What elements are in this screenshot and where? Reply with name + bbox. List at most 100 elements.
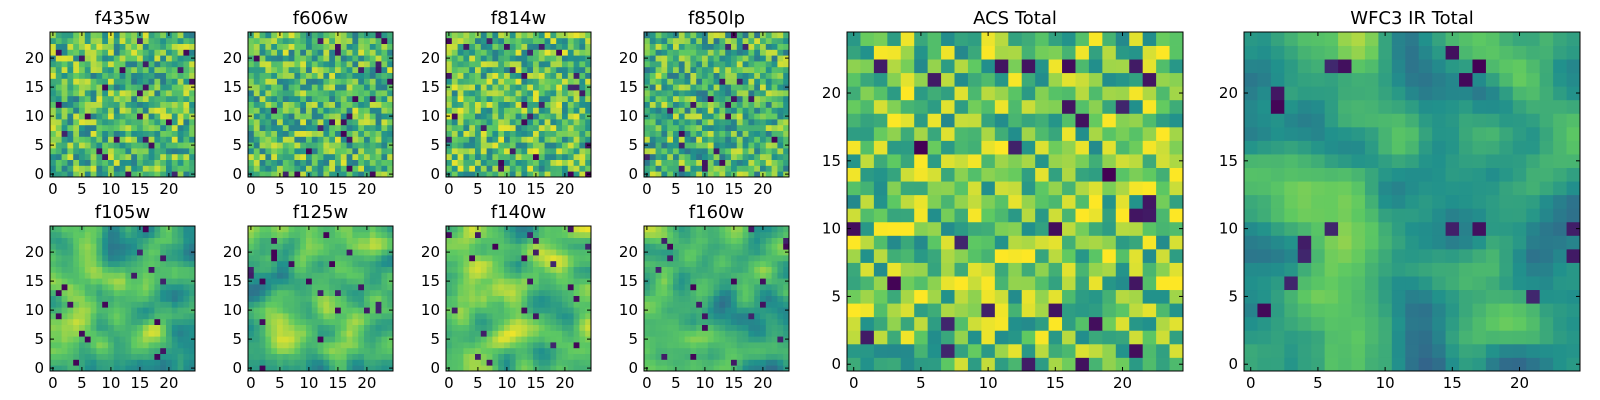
heatmap-cell [463, 226, 470, 233]
heatmap-cell [457, 301, 464, 308]
heatmap-cell [498, 249, 505, 256]
heatmap-cell [148, 260, 155, 267]
heatmap-cell [667, 289, 674, 296]
heatmap-cell [306, 130, 313, 137]
heatmap-cell [690, 49, 697, 56]
heatmap-cell [457, 318, 464, 325]
heatmap-cell [527, 318, 534, 325]
heatmap-cell [142, 347, 149, 354]
heatmap-cell [183, 37, 190, 44]
heatmap-cell [492, 107, 499, 114]
heatmap-cell [335, 324, 342, 331]
heatmap-cell [61, 353, 68, 360]
heatmap-cell [61, 142, 68, 149]
heatmap-cell [189, 231, 196, 238]
heatmap-cell [265, 66, 272, 73]
heatmap-cell [177, 136, 184, 143]
heatmap-cell [50, 284, 57, 291]
heatmap-cell [288, 72, 295, 79]
heatmap-cell [690, 148, 697, 155]
heatmap-cell [550, 295, 557, 302]
heatmap-cell [160, 313, 167, 320]
heatmap-cell [544, 284, 551, 291]
heatmap-cell [469, 171, 476, 178]
heatmap-cell [73, 272, 80, 279]
heatmap-cell [248, 330, 255, 337]
heatmap-cell [760, 342, 767, 349]
heatmap-cell [509, 359, 516, 366]
heatmap-cell [446, 289, 453, 296]
heatmap-cell [137, 318, 144, 325]
heatmap-cell [294, 49, 301, 56]
heatmap-cell [282, 359, 289, 366]
heatmap-cell [649, 171, 656, 178]
heatmap-cell [649, 342, 656, 349]
heatmap-cell [754, 136, 761, 143]
heatmap-cell [96, 32, 103, 39]
heatmap-cell [142, 307, 149, 314]
heatmap-cell [579, 55, 586, 62]
heatmap-cell [469, 243, 476, 250]
heatmap-cell [183, 148, 190, 155]
heatmap-cell [113, 72, 120, 79]
heatmap-cell [521, 55, 528, 62]
heatmap-cell [713, 324, 720, 331]
heatmap-cell [288, 295, 295, 302]
heatmap-cell [67, 336, 74, 343]
heatmap-cell [673, 113, 680, 120]
heatmap-cell [375, 289, 382, 296]
y-tick-label: 0 [430, 165, 440, 183]
heatmap-cell [527, 32, 534, 39]
heatmap-cell [521, 148, 528, 155]
heatmap-cell [346, 272, 353, 279]
heatmap-cell [475, 90, 482, 97]
heatmap-cell [84, 255, 91, 262]
heatmap-cell [381, 301, 388, 308]
heatmap-cell [131, 359, 138, 366]
heatmap-cell [457, 342, 464, 349]
heatmap-cell [271, 90, 278, 97]
heatmap-cell [67, 272, 74, 279]
heatmap-cell [649, 295, 656, 302]
heatmap-cell [265, 142, 272, 149]
heatmap-cell [329, 171, 336, 178]
heatmap-cell [108, 124, 115, 131]
heatmap-cell [486, 330, 493, 337]
heatmap-cell [90, 153, 97, 160]
heatmap-cell [61, 336, 68, 343]
heatmap-cell [271, 295, 278, 302]
heatmap-cell [527, 301, 534, 308]
heatmap-cell [544, 153, 551, 160]
heatmap-cell [684, 301, 691, 308]
heatmap-cell [346, 130, 353, 137]
heatmap-cell [544, 359, 551, 366]
heatmap-cell [678, 61, 685, 68]
heatmap-cell [760, 101, 767, 108]
heatmap-cell [154, 142, 161, 149]
heatmap-cell [358, 119, 365, 126]
heatmap-cell [684, 61, 691, 68]
heatmap-cell [84, 124, 91, 131]
heatmap-cell [661, 49, 668, 56]
heatmap-cell [142, 95, 149, 102]
heatmap-cell [171, 66, 178, 73]
heatmap-cell [544, 84, 551, 91]
heatmap-cell [375, 165, 382, 172]
heatmap-cell [311, 78, 318, 85]
heatmap-cell [131, 231, 138, 238]
heatmap-cell [567, 243, 574, 250]
heatmap-cell [562, 284, 569, 291]
heatmap-cell [742, 78, 749, 85]
heatmap-cell [702, 142, 709, 149]
heatmap-cell [148, 284, 155, 291]
heatmap-cell [748, 136, 755, 143]
heatmap-cell [573, 107, 580, 114]
heatmap-cell [492, 255, 499, 262]
heatmap-cell [515, 359, 522, 366]
heatmap-cell [131, 72, 138, 79]
heatmap-cell [667, 347, 674, 354]
heatmap-cell [282, 142, 289, 149]
heatmap-cell [562, 55, 569, 62]
panel-title: f160w [689, 202, 744, 223]
heatmap-cell [55, 347, 62, 354]
